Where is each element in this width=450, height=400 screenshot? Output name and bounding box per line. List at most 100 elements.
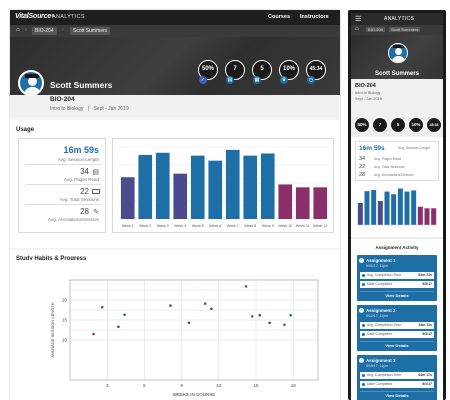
header-stat-circle: 5 — [252, 60, 272, 80]
bar-week-3[interactable] — [155, 152, 170, 219]
x-tick-label: Week 1 — [122, 224, 134, 228]
course-code: BIO-204 — [50, 96, 75, 103]
avg-annotations-label: Avg. Annotations/Session — [48, 217, 99, 222]
assignment-card: ✓ Assignment 2 9/12/17, 11pm Avg. Completio… — [357, 305, 437, 351]
scatter-point[interactable] — [169, 304, 172, 307]
bar-week-12[interactable] — [313, 187, 328, 219]
course-subtitle: Intro to Biology | Sept - Jan 2019 — [50, 106, 129, 112]
breadcrumb-course[interactable]: BIO-204 — [32, 27, 57, 35]
x-tick-label: 3 — [106, 383, 109, 388]
mobile-avg-annotations-value: 28 — [359, 172, 366, 178]
x-tick-label: Week 12 — [313, 224, 327, 228]
view-details-button[interactable]: View Details — [360, 341, 434, 349]
breadcrumb-student[interactable]: Scott Summers — [70, 27, 111, 35]
avg-annotations-value: 28 — [80, 207, 89, 216]
mobile-header-stat-circle: 45:34 — [426, 117, 442, 133]
scatter-chart-svg: 10 15 20 3 6 9 12 15 18 WEEKS IN COURSE AVERAGE SE… — [50, 279, 319, 397]
x-tick-label: 15 — [253, 383, 259, 388]
mobile-breadcrumb-course[interactable]: BIO-204 — [366, 27, 385, 32]
scatter-point[interactable] — [244, 285, 248, 288]
scatter-point[interactable] — [283, 323, 286, 327]
mobile-header-stat-circle: 7 — [372, 117, 388, 133]
mobile-avg-session-length-label: Avg. Session Length — [398, 146, 431, 150]
bar-week-9[interactable] — [260, 153, 275, 219]
scatter-point[interactable] — [117, 325, 120, 329]
view-details-button[interactable]: View Details — [360, 391, 434, 399]
nav-instructors-link[interactable]: Instructors — [300, 14, 329, 20]
mobile-course-term: Sept - Jan 2019 — [355, 97, 382, 101]
mobile-usage-panel: 16m 59s Avg. Session Length 34 Avg. Page… — [351, 137, 443, 237]
scatter-point[interactable] — [203, 302, 207, 305]
graduation-cap-icon — [393, 45, 404, 48]
assignment-time-row: Avg. Completion Time 34m 11s — [360, 322, 434, 329]
scatter-point[interactable] — [289, 313, 293, 317]
mobile-breadcrumb-student[interactable]: Scott Summers — [389, 27, 421, 32]
header-stat-circle: 45:34 — [306, 60, 326, 80]
bar-week-4[interactable] — [173, 173, 188, 219]
bar-week-5[interactable] — [190, 155, 205, 219]
avg-total-sessions-label: Avg. Total Sessions — [59, 197, 99, 202]
mobile-breadcrumb: ⌂ BIO-204 Scott Summers — [351, 25, 443, 35]
avg-pages-read-value: 34 — [80, 167, 89, 176]
mobile-bar-week-1[interactable] — [357, 202, 363, 225]
scatter-point[interactable] — [210, 307, 213, 311]
mobile-bar-week-10[interactable] — [417, 206, 423, 225]
brand-logo[interactable]: VitalSource® — [15, 13, 54, 20]
home-icon[interactable]: ⌂ — [355, 26, 359, 32]
mobile-bar-week-3[interactable] — [371, 190, 377, 225]
breadcrumb-separator-icon: › — [62, 27, 64, 33]
bar-week-8[interactable] — [243, 155, 258, 219]
home-icon[interactable]: ⌂ — [16, 27, 20, 33]
x-tick-label: Week 5 — [192, 224, 204, 228]
bar-week-6[interactable] — [208, 160, 223, 219]
mobile-bar-week-11[interactable] — [424, 208, 430, 225]
bar-week-7[interactable] — [225, 149, 240, 219]
x-tick-label: Week 2 — [139, 224, 151, 228]
bar-week-10[interactable] — [278, 184, 293, 219]
mobile-course-code: BIO-204 — [355, 83, 376, 89]
divider — [25, 164, 101, 165]
bar-week-1[interactable] — [120, 177, 135, 219]
header-stat-circle: 50% — [198, 60, 218, 80]
bar-week-11[interactable] — [295, 187, 310, 219]
mobile-bar-week-9[interactable] — [411, 190, 417, 225]
mobile-header-stat-circle: 50% — [354, 117, 370, 133]
avatar-body-icon — [392, 56, 405, 62]
usage-bar-chart: Week 1 Week 2 Week 3 Week 4 Week 5 Week 6 Week… — [112, 138, 334, 233]
scatter-point[interactable] — [92, 332, 95, 336]
nav-courses-link[interactable]: Courses — [268, 14, 291, 20]
student-avatar — [18, 70, 44, 96]
mobile-student-name: Scott Summers — [374, 71, 419, 77]
pencil-icon: ✎ — [93, 209, 99, 216]
mobile-view: ☰ ANALYTICS ⌂ BIO-204 Scott Summers Scot… — [348, 10, 446, 400]
assignment-due-date: 9/19/17, 11pm — [366, 364, 389, 368]
scatter-point[interactable] — [187, 321, 191, 325]
mobile-bar-week-8[interactable] — [404, 191, 410, 225]
breadcrumb-separator-icon: › — [25, 27, 27, 33]
scatter-point[interactable] — [250, 315, 254, 318]
scatter-point[interactable] — [268, 321, 271, 325]
scatter-point[interactable] — [123, 313, 126, 317]
hamburger-menu-icon[interactable]: ☰ — [355, 16, 362, 23]
avg-session-length-value: 16m 59s — [63, 145, 99, 155]
mobile-bar-week-6[interactable] — [391, 194, 397, 225]
scatter-point[interactable] — [100, 305, 104, 309]
clock-icon — [362, 374, 365, 377]
scatter-point[interactable] — [258, 313, 262, 317]
mobile-bar-week-2[interactable] — [364, 191, 370, 225]
calendar-icon — [362, 333, 365, 336]
mobile-bar-week-4[interactable] — [377, 201, 383, 225]
mobile-section-label: ANALYTICS — [384, 16, 415, 22]
check-icon: ✓ — [359, 308, 364, 313]
mobile-bar-week-5[interactable] — [384, 191, 390, 225]
bar-week-2[interactable] — [138, 154, 153, 219]
section-label: ANALYTICS — [52, 14, 85, 20]
mobile-bar-week-12[interactable] — [431, 208, 437, 225]
avg-session-length-label: Avg. Session Length — [57, 157, 99, 162]
mobile-bar-week-7[interactable] — [397, 188, 403, 225]
avatar-head-icon — [28, 77, 37, 86]
view-details-button[interactable]: View Details — [360, 291, 434, 299]
usage-title: Usage — [16, 127, 35, 133]
avatar-body-icon — [24, 87, 41, 94]
assignment-title: Assignment 1 — [366, 258, 396, 263]
